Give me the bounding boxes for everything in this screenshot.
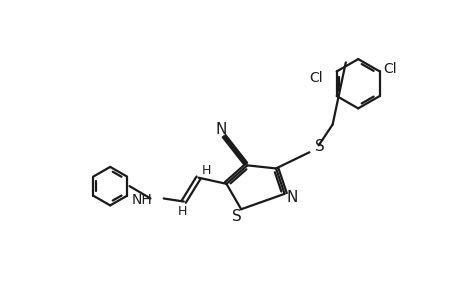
Text: S: S	[231, 209, 241, 224]
Text: NH: NH	[132, 193, 152, 207]
Text: N: N	[215, 122, 226, 137]
Text: Cl: Cl	[308, 70, 322, 85]
Text: H: H	[201, 164, 211, 177]
Text: H: H	[177, 205, 186, 218]
Text: Cl: Cl	[382, 61, 396, 76]
Text: S: S	[315, 140, 325, 154]
Text: N: N	[286, 190, 297, 205]
